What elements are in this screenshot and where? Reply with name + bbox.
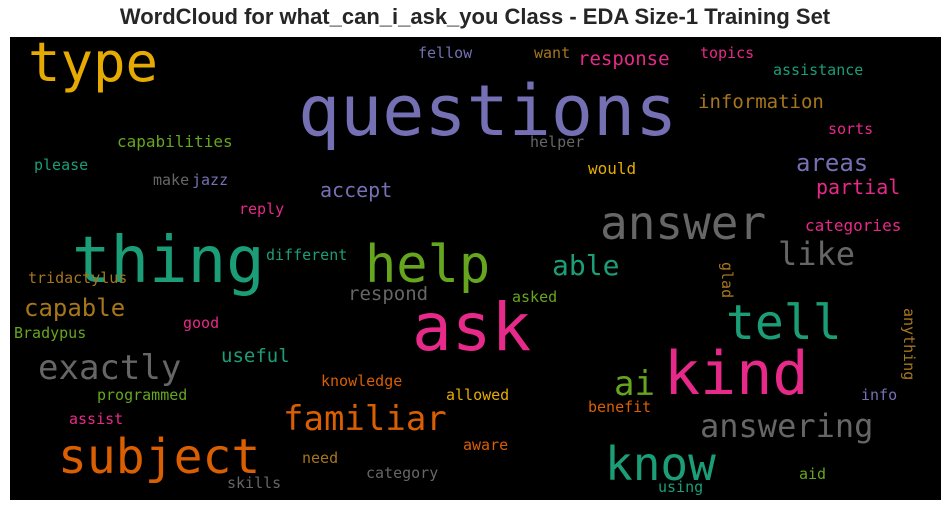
word-exactly: exactly (38, 348, 181, 388)
word-useful: useful (221, 345, 290, 367)
word-ask: ask (412, 289, 531, 366)
wordcloud-canvas: questions ask kind thing type answer help tell s… (14, 37, 918, 496)
word-accept: accept (320, 178, 392, 202)
word-good: good (183, 314, 219, 332)
word-tridactylus: tridactylus (28, 269, 127, 287)
word-aware: aware (463, 436, 508, 454)
word-capabilities: capabilities (117, 132, 233, 151)
word-help: help (365, 235, 490, 295)
word-skills: skills (227, 474, 281, 492)
word-bradypus: Bradypus (14, 324, 86, 342)
word-respond: respond (348, 283, 428, 305)
word-answering: answering (700, 407, 873, 445)
word-answer: answer (600, 196, 766, 250)
word-different: different (266, 246, 347, 264)
word-using: using (658, 478, 703, 496)
word-please: please (34, 156, 88, 174)
word-capable: capable (24, 294, 125, 322)
word-programmed: programmed (97, 386, 187, 404)
word-able: able (552, 249, 619, 282)
word-topics: topics (700, 44, 754, 62)
word-helper: helper (530, 133, 584, 151)
word-glad: glad (718, 262, 736, 298)
word-assistance: assistance (773, 61, 863, 79)
word-assist: assist (69, 410, 123, 428)
word-need: need (302, 449, 338, 467)
word-ai: ai (614, 364, 655, 404)
word-familiar: familiar (283, 399, 447, 439)
word-aid: aid (799, 465, 826, 483)
word-subject: subject (58, 429, 260, 485)
chart-title: WordCloud for what_can_i_ask_you Class -… (119, 4, 831, 29)
word-asked: asked (512, 288, 557, 306)
word-sorts: sorts (828, 120, 873, 138)
word-allowed: allowed (446, 386, 509, 404)
word-information: information (698, 91, 824, 113)
word-want: want (534, 44, 570, 62)
word-anything: anything (900, 308, 918, 380)
word-like: like (778, 235, 855, 273)
word-thing: thing (72, 224, 265, 298)
word-tell: tell (726, 295, 842, 351)
word-questions: questions (298, 70, 677, 152)
wordcloud-panel: questions ask kind thing type answer help tell s… (10, 37, 941, 500)
word-benefit: benefit (588, 398, 651, 416)
word-fellow: fellow (418, 44, 473, 62)
word-make: make (153, 171, 189, 189)
word-areas: areas (796, 149, 868, 177)
word-partial: partial (816, 175, 900, 199)
word-response: response (578, 48, 670, 70)
word-jazz: jazz (192, 171, 228, 189)
word-would: would (588, 159, 636, 178)
word-knowledge: knowledge (321, 372, 402, 390)
word-categories: categories (805, 216, 901, 235)
word-reply: reply (239, 200, 284, 218)
word-type: type (28, 37, 158, 94)
word-category: category (366, 464, 438, 482)
word-kind: kind (664, 339, 809, 409)
word-info: info (861, 386, 897, 404)
word-know: know (605, 437, 716, 491)
